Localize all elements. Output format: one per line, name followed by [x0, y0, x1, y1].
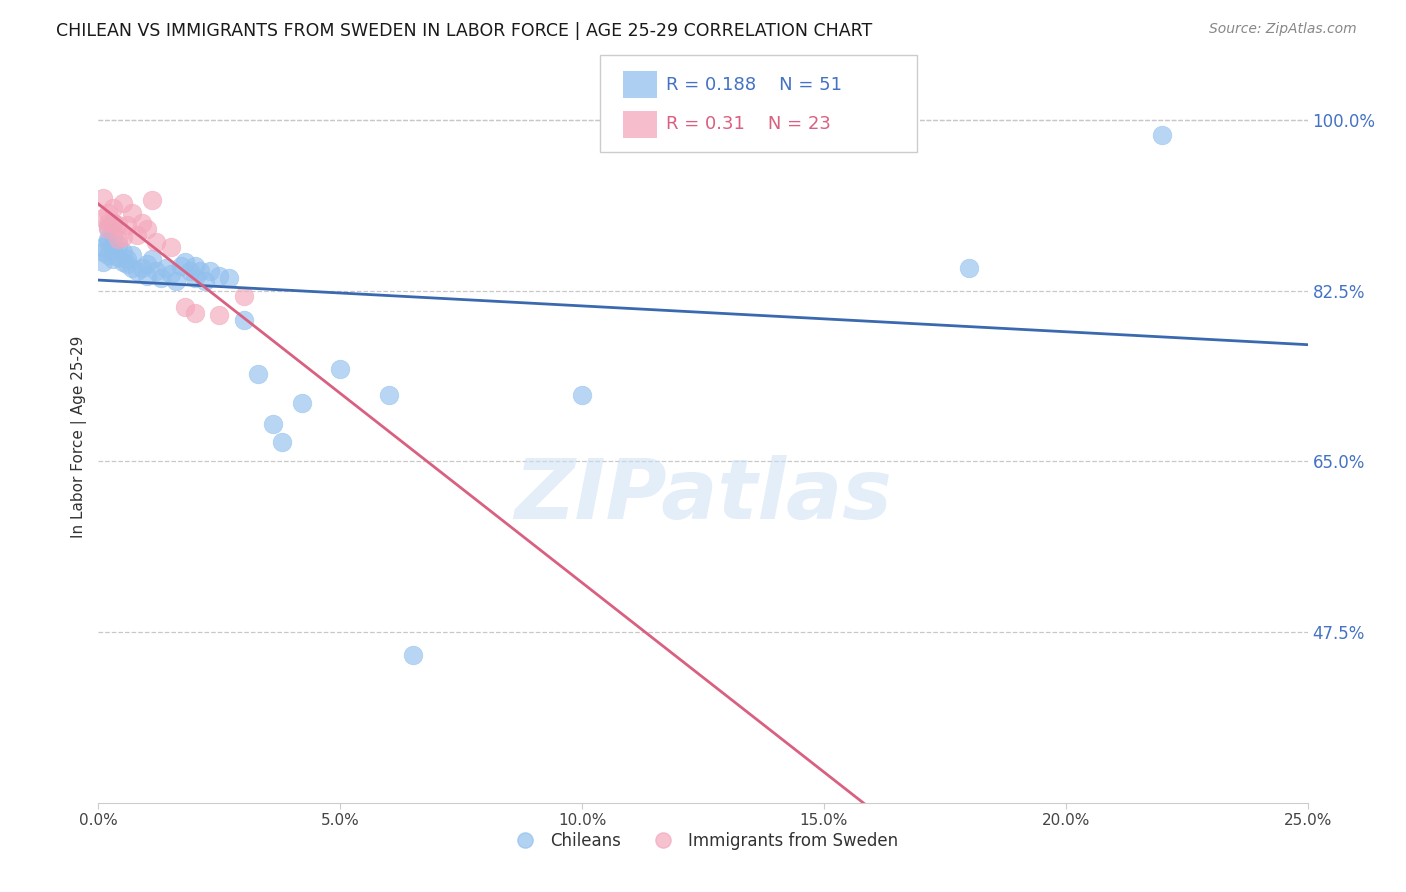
Point [111, 196, 134, 211]
Point [232, 288, 254, 302]
Point [101, 228, 124, 243]
Point [91, 254, 114, 268]
Point [402, 648, 425, 662]
Point [184, 260, 207, 274]
Point [97, 232, 120, 246]
Legend: Chileans, Immigrants from Sweden: Chileans, Immigrants from Sweden [502, 825, 904, 856]
Point [188, 264, 211, 278]
Point [107, 250, 129, 264]
Point [145, 235, 167, 249]
Point [155, 261, 177, 276]
Point [208, 269, 231, 284]
Point [121, 248, 143, 262]
Point [169, 260, 191, 274]
Point [290, 396, 312, 410]
Point [97, 206, 120, 220]
Point [121, 206, 143, 220]
Point [150, 271, 173, 285]
Point [117, 252, 139, 266]
Point [127, 228, 149, 243]
Point [101, 201, 124, 215]
Point [174, 254, 197, 268]
Point [97, 222, 120, 236]
Point [184, 271, 207, 285]
Point [91, 244, 114, 259]
Point [160, 240, 183, 254]
Point [97, 248, 120, 262]
Point [232, 313, 254, 327]
Point [127, 264, 149, 278]
Point [194, 274, 217, 288]
Point [111, 244, 134, 259]
Point [957, 261, 980, 276]
Point [101, 252, 124, 266]
Point [1152, 128, 1174, 142]
Point [571, 388, 593, 402]
Point [131, 215, 153, 229]
Point [131, 261, 153, 276]
Point [117, 257, 139, 271]
Point [198, 264, 221, 278]
Point [97, 235, 120, 249]
Point [107, 238, 129, 252]
Text: CHILEAN VS IMMIGRANTS FROM SWEDEN IN LABOR FORCE | AGE 25-29 CORRELATION CHART: CHILEAN VS IMMIGRANTS FROM SWEDEN IN LAB… [56, 22, 873, 40]
Point [101, 215, 124, 229]
Point [107, 232, 129, 246]
Point [329, 361, 352, 376]
Text: R = 0.188    N = 51: R = 0.188 N = 51 [666, 76, 842, 94]
Point [208, 308, 231, 322]
Point [247, 367, 270, 381]
Point [97, 220, 120, 235]
Point [101, 243, 124, 257]
Point [377, 388, 399, 402]
Point [141, 193, 163, 207]
Point [179, 264, 201, 278]
Point [97, 215, 120, 229]
Point [165, 274, 187, 288]
Point [111, 254, 134, 268]
Point [271, 434, 294, 449]
Point [121, 261, 143, 276]
Point [135, 222, 157, 236]
Point [91, 191, 114, 205]
Y-axis label: In Labor Force | Age 25-29: In Labor Force | Age 25-29 [72, 336, 87, 538]
Point [91, 211, 114, 225]
Point [141, 252, 163, 266]
Point [135, 257, 157, 271]
Point [111, 230, 134, 244]
Point [184, 306, 207, 320]
Text: Source: ZipAtlas.com: Source: ZipAtlas.com [1209, 22, 1357, 37]
Text: R = 0.31    N = 23: R = 0.31 N = 23 [666, 115, 831, 133]
Point [101, 215, 124, 229]
Point [160, 267, 183, 281]
Point [174, 301, 197, 315]
Point [107, 219, 129, 233]
Point [91, 240, 114, 254]
Point [117, 219, 139, 233]
Point [262, 417, 284, 432]
Text: ZIPatlas: ZIPatlas [515, 455, 891, 536]
Point [218, 271, 240, 285]
Point [135, 269, 157, 284]
Point [101, 237, 124, 252]
Point [145, 264, 167, 278]
